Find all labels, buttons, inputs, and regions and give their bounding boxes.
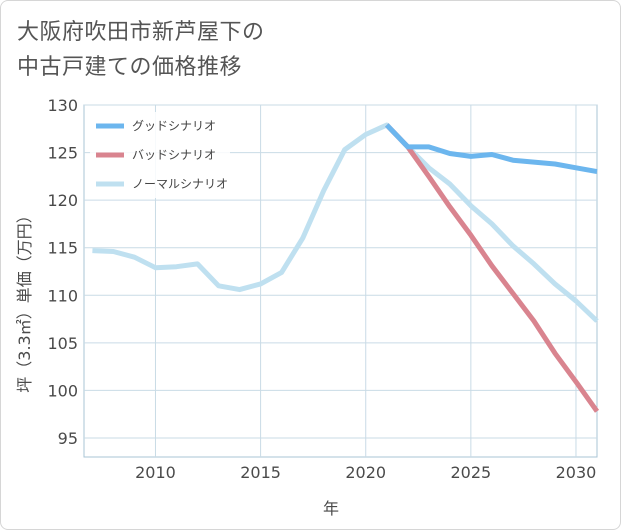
chart-title: 大阪府吹田市新芦屋下の 中古戸建ての価格推移 [17, 15, 517, 85]
y-tick-label: 100 [47, 381, 78, 400]
y-tick-label: 130 [47, 96, 78, 115]
series-line-1 [384, 123, 600, 413]
x-tick-label: 2025 [450, 463, 491, 482]
x-tick-label: 2020 [345, 463, 386, 482]
x-tick-label: 2015 [240, 463, 281, 482]
y-tick-label: 120 [47, 191, 78, 210]
x-tick-label: 2010 [135, 463, 176, 482]
chart-title-line-1: 大阪府吹田市新芦屋下の [17, 20, 265, 45]
y-tick-label: 95 [58, 429, 78, 448]
x-tick-label: 2030 [556, 463, 597, 482]
y-tick-label: 125 [47, 144, 78, 163]
series-lines [92, 122, 600, 413]
series-line-2 [92, 122, 599, 323]
y-tick-label: 115 [47, 239, 78, 258]
legend-label: ノーマルシナリオ [132, 177, 228, 191]
legend-label: バッドシナリオ [132, 148, 216, 162]
chart-title-line-2: 中古戸建ての価格推移 [17, 55, 243, 80]
x-axis-title: 年 [323, 499, 339, 518]
y-tick-label: 110 [47, 286, 78, 305]
y-tick-label: 105 [47, 334, 78, 353]
y-axis-title: 坪（3.3㎡）単価（万円） [15, 207, 34, 392]
legend-label: グッドシナリオ [132, 119, 216, 133]
grid-lines [83, 104, 598, 458]
series-line-0 [384, 123, 598, 175]
axes: 95 100 105 110 115 120 125 130 2010 2015 2020 2025 2… [47, 96, 596, 482]
